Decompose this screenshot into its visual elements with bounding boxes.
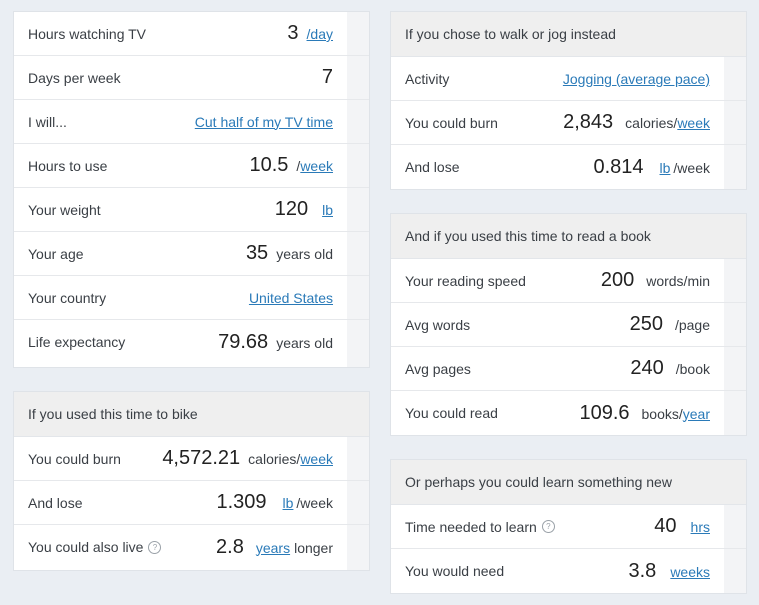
- reading-speed-unit: words/min: [646, 273, 710, 289]
- age-unit: years old: [276, 246, 333, 262]
- life-expectancy-unit: years old: [276, 334, 333, 351]
- walk-jog-card-header: If you chose to walk or jog instead: [391, 12, 746, 57]
- tv-time-option-link[interactable]: Cut half of my TV time: [194, 113, 333, 130]
- country-link[interactable]: United States: [248, 289, 333, 306]
- walk-burn-value: 2,843: [563, 111, 614, 133]
- row-life-expectancy: Life expectancy 79.68 years old: [14, 320, 369, 364]
- hours-to-use-period-link[interactable]: week: [300, 158, 333, 174]
- weight-label: Your weight: [28, 201, 101, 218]
- time-needed-value[interactable]: 40: [654, 515, 677, 537]
- bike-live-label-wrap: You could also live?: [28, 539, 216, 555]
- learn-card: Or perhaps you could learn something new…: [390, 459, 747, 594]
- book-card-header: And if you used this time to read a book: [391, 214, 746, 259]
- book-card: And if you used this time to read a book…: [390, 213, 747, 436]
- row-walk-burn: You could burn 2,843 calories/week: [391, 101, 746, 145]
- row-age: Your age 35 years old: [14, 232, 369, 276]
- walk-lose-period: /week: [673, 159, 710, 176]
- would-need-label: You would need: [405, 563, 505, 579]
- bike-burn-value: 4,572.21: [162, 447, 241, 469]
- bike-lose-label: And lose: [28, 494, 83, 511]
- reading-speed-label: Your reading speed: [405, 272, 526, 289]
- weight-unit-link[interactable]: lb: [322, 202, 333, 218]
- avg-pages-label: Avg pages: [405, 360, 471, 377]
- walk-burn-label: You could burn: [405, 114, 498, 131]
- bike-lose-unit-link[interactable]: lb: [282, 495, 294, 511]
- i-will-label: I will...: [28, 113, 67, 130]
- row-activity: Activity Jogging (average pace): [391, 57, 746, 101]
- would-need-value: 3.8: [628, 559, 657, 582]
- walk-lose-label: And lose: [405, 159, 460, 175]
- row-could-read: You could read 109.6 books/year: [391, 391, 746, 435]
- row-reading-speed: Your reading speed 200 words/min: [391, 259, 746, 303]
- activity-link[interactable]: Jogging (average pace): [562, 70, 710, 87]
- time-needed-unit-link[interactable]: hrs: [690, 519, 710, 535]
- bike-lose-period: /week: [296, 495, 333, 511]
- time-needed-label-wrap: Time needed to learn?: [405, 519, 654, 535]
- avg-pages-value[interactable]: 240: [630, 357, 664, 379]
- walk-burn-unit: calories/: [625, 115, 678, 131]
- hours-to-use-unit: /: [296, 158, 301, 174]
- age-value[interactable]: 35: [245, 242, 269, 264]
- tv-inputs-card: Hours watching TV 3/day Days per week 7 …: [13, 11, 370, 368]
- bike-live-unit-link[interactable]: years: [255, 539, 291, 556]
- row-bike-burn: You could burn 4,572.21 calories/week: [14, 437, 369, 481]
- info-icon[interactable]: ?: [541, 520, 555, 533]
- row-avg-pages: Avg pages 240/book: [391, 347, 746, 391]
- bike-live-label: You could also live: [28, 539, 144, 555]
- hours-to-use-label: Hours to use: [28, 157, 108, 174]
- days-per-week-value[interactable]: 7: [321, 66, 333, 88]
- row-bike-live: You could also live? 2.8 years longer: [14, 525, 369, 569]
- weight-value[interactable]: 120: [274, 198, 309, 220]
- hours-period-link[interactable]: /day: [306, 26, 333, 42]
- row-country: Your country United States: [14, 276, 369, 320]
- bike-card-header: If you used this time to bike: [14, 392, 369, 437]
- hours-to-use-value: 10.5: [249, 154, 289, 176]
- reading-speed-value[interactable]: 200: [600, 269, 635, 291]
- avg-words-value[interactable]: 250: [629, 313, 663, 335]
- hours-watching-label: Hours watching TV: [28, 25, 147, 42]
- bike-live-suffix: longer: [294, 539, 333, 556]
- days-per-week-label: Days per week: [28, 69, 121, 86]
- could-read-label: You could read: [405, 405, 498, 421]
- could-read-unit: books/: [641, 405, 683, 422]
- avg-pages-unit: /book: [675, 361, 710, 377]
- walk-lose-value: 0.814: [593, 155, 644, 178]
- walk-jog-card: If you chose to walk or jog instead Acti…: [390, 11, 747, 190]
- age-label: Your age: [28, 245, 84, 262]
- bike-live-value: 2.8: [216, 535, 244, 558]
- activity-label: Activity: [405, 70, 450, 87]
- row-would-need: You would need 3.8 weeks: [391, 549, 746, 593]
- avg-words-label: Avg words: [405, 316, 471, 333]
- could-read-value: 109.6: [579, 401, 630, 424]
- bike-burn-label: You could burn: [28, 450, 121, 467]
- row-i-will: I will... Cut half of my TV time: [14, 100, 369, 144]
- avg-words-unit: /page: [674, 317, 710, 333]
- row-walk-lose: And lose 0.814 lb/week: [391, 145, 746, 189]
- walk-burn-period-link[interactable]: week: [677, 115, 710, 131]
- row-days-per-week: Days per week 7: [14, 56, 369, 100]
- bike-card: If you used this time to bike You could …: [13, 391, 370, 571]
- bike-burn-unit: calories/: [248, 451, 301, 467]
- row-hours-to-use: Hours to use 10.5 /week: [14, 144, 369, 188]
- walk-lose-unit-link[interactable]: lb: [659, 159, 671, 176]
- life-expectancy-value: 79.68: [218, 330, 269, 353]
- would-need-unit-link[interactable]: weeks: [670, 563, 710, 580]
- time-needed-label: Time needed to learn: [405, 518, 537, 535]
- row-avg-words: Avg words 250/page: [391, 303, 746, 347]
- hours-watching-value[interactable]: 3: [287, 22, 299, 44]
- life-expectancy-label: Life expectancy: [28, 334, 126, 350]
- row-bike-lose: And lose 1.309 lb/week: [14, 481, 369, 525]
- row-weight: Your weight 120 lb: [14, 188, 369, 232]
- row-time-needed: Time needed to learn? 40 hrs: [391, 505, 746, 549]
- bike-lose-value: 1.309: [216, 491, 267, 513]
- country-label: Your country: [28, 289, 107, 306]
- bike-burn-period-link[interactable]: week: [300, 451, 333, 467]
- info-icon[interactable]: ?: [148, 540, 162, 554]
- could-read-period-link[interactable]: year: [682, 405, 710, 422]
- learn-card-header: Or perhaps you could learn something new: [391, 460, 746, 505]
- row-hours-watching: Hours watching TV 3/day: [14, 12, 369, 56]
